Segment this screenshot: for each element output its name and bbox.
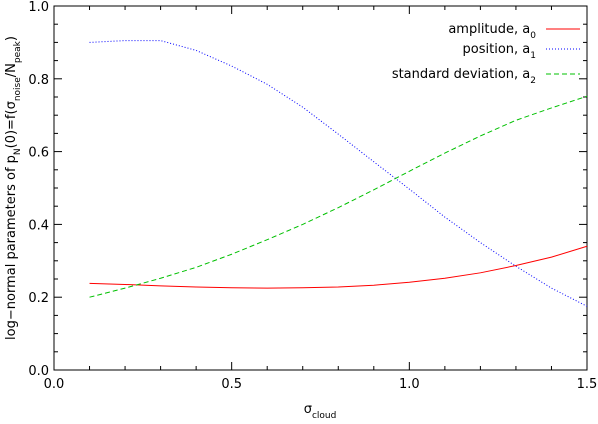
y-axis-label-sub1: N: [13, 148, 23, 155]
legend-label-1: position, a1: [463, 42, 536, 61]
series-layer: [89, 40, 588, 307]
ticks: 0.0 0.5 1.0 1.5 0.0 0.2 0.4 0.6 0.8 1.0: [28, 0, 597, 392]
y-tick-label: 0.4: [28, 218, 49, 233]
y-axis-label-sub3: peak: [13, 40, 23, 63]
x-tick-label: 1.0: [399, 377, 420, 392]
y-axis-label-sub2: noise: [13, 77, 23, 101]
y-tick-label: 0.0: [28, 364, 49, 379]
x-tick-label: 0.5: [221, 377, 242, 392]
legend-label-2: standard deviation, a2: [392, 67, 536, 86]
x-tick-label: 0.0: [44, 377, 65, 392]
y-axis-label-suffix: ): [4, 36, 19, 41]
x-tick-label: 1.5: [577, 377, 598, 392]
legend-label-0: amplitude, a0: [448, 22, 536, 41]
y-axis-label-prefix: log−normal parameters of p: [4, 155, 19, 340]
x-axis-label-main: σ: [304, 402, 312, 417]
y-tick-label: 0.2: [28, 291, 49, 306]
x-axis-label: σcloud: [304, 402, 337, 420]
y-tick-label: 0.6: [28, 146, 49, 161]
series-line-1: [89, 40, 588, 307]
y-tick-label: 1.0: [28, 0, 49, 15]
y-axis-label: log−normal parameters of pN(0)=f(σnoise/…: [4, 36, 23, 340]
plot-frame: [53, 5, 588, 371]
y-tick-label: 0.8: [28, 73, 49, 88]
series-line-2: [89, 95, 588, 298]
y-axis-label-mid: (0)=f(σ: [4, 101, 19, 148]
series-line-0: [89, 245, 588, 289]
y-axis-label-slash: /N: [4, 63, 19, 77]
x-axis-label-sub: cloud: [312, 411, 336, 420]
